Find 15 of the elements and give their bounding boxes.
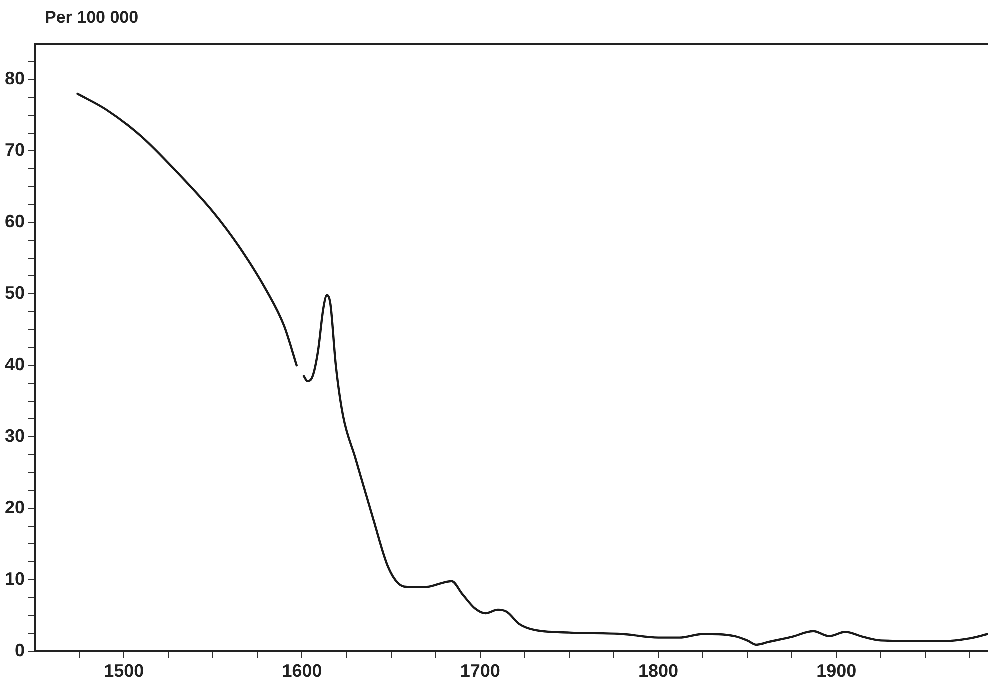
x-tick-label: 1900 [816,661,857,682]
y-tick-label: 70 [4,140,26,160]
x-tick-label: 1500 [104,661,144,682]
y-tick-label: 40 [4,354,26,375]
x-tick-label: 1600 [282,661,322,682]
y-axis-title: Per 100 000 [45,8,139,28]
y-tick-label: 60 [4,212,26,232]
x-tick-label: 1700 [460,661,500,682]
y-tick-label: 50 [4,283,26,304]
x-tick-label: 1800 [638,661,678,682]
y-tick-label: 30 [4,426,26,446]
y-tick-label: 80 [4,68,26,89]
y-tick-label: 0 [15,640,26,660]
y-tick-label: 10 [4,568,26,589]
y-tick-label: 20 [4,497,26,518]
